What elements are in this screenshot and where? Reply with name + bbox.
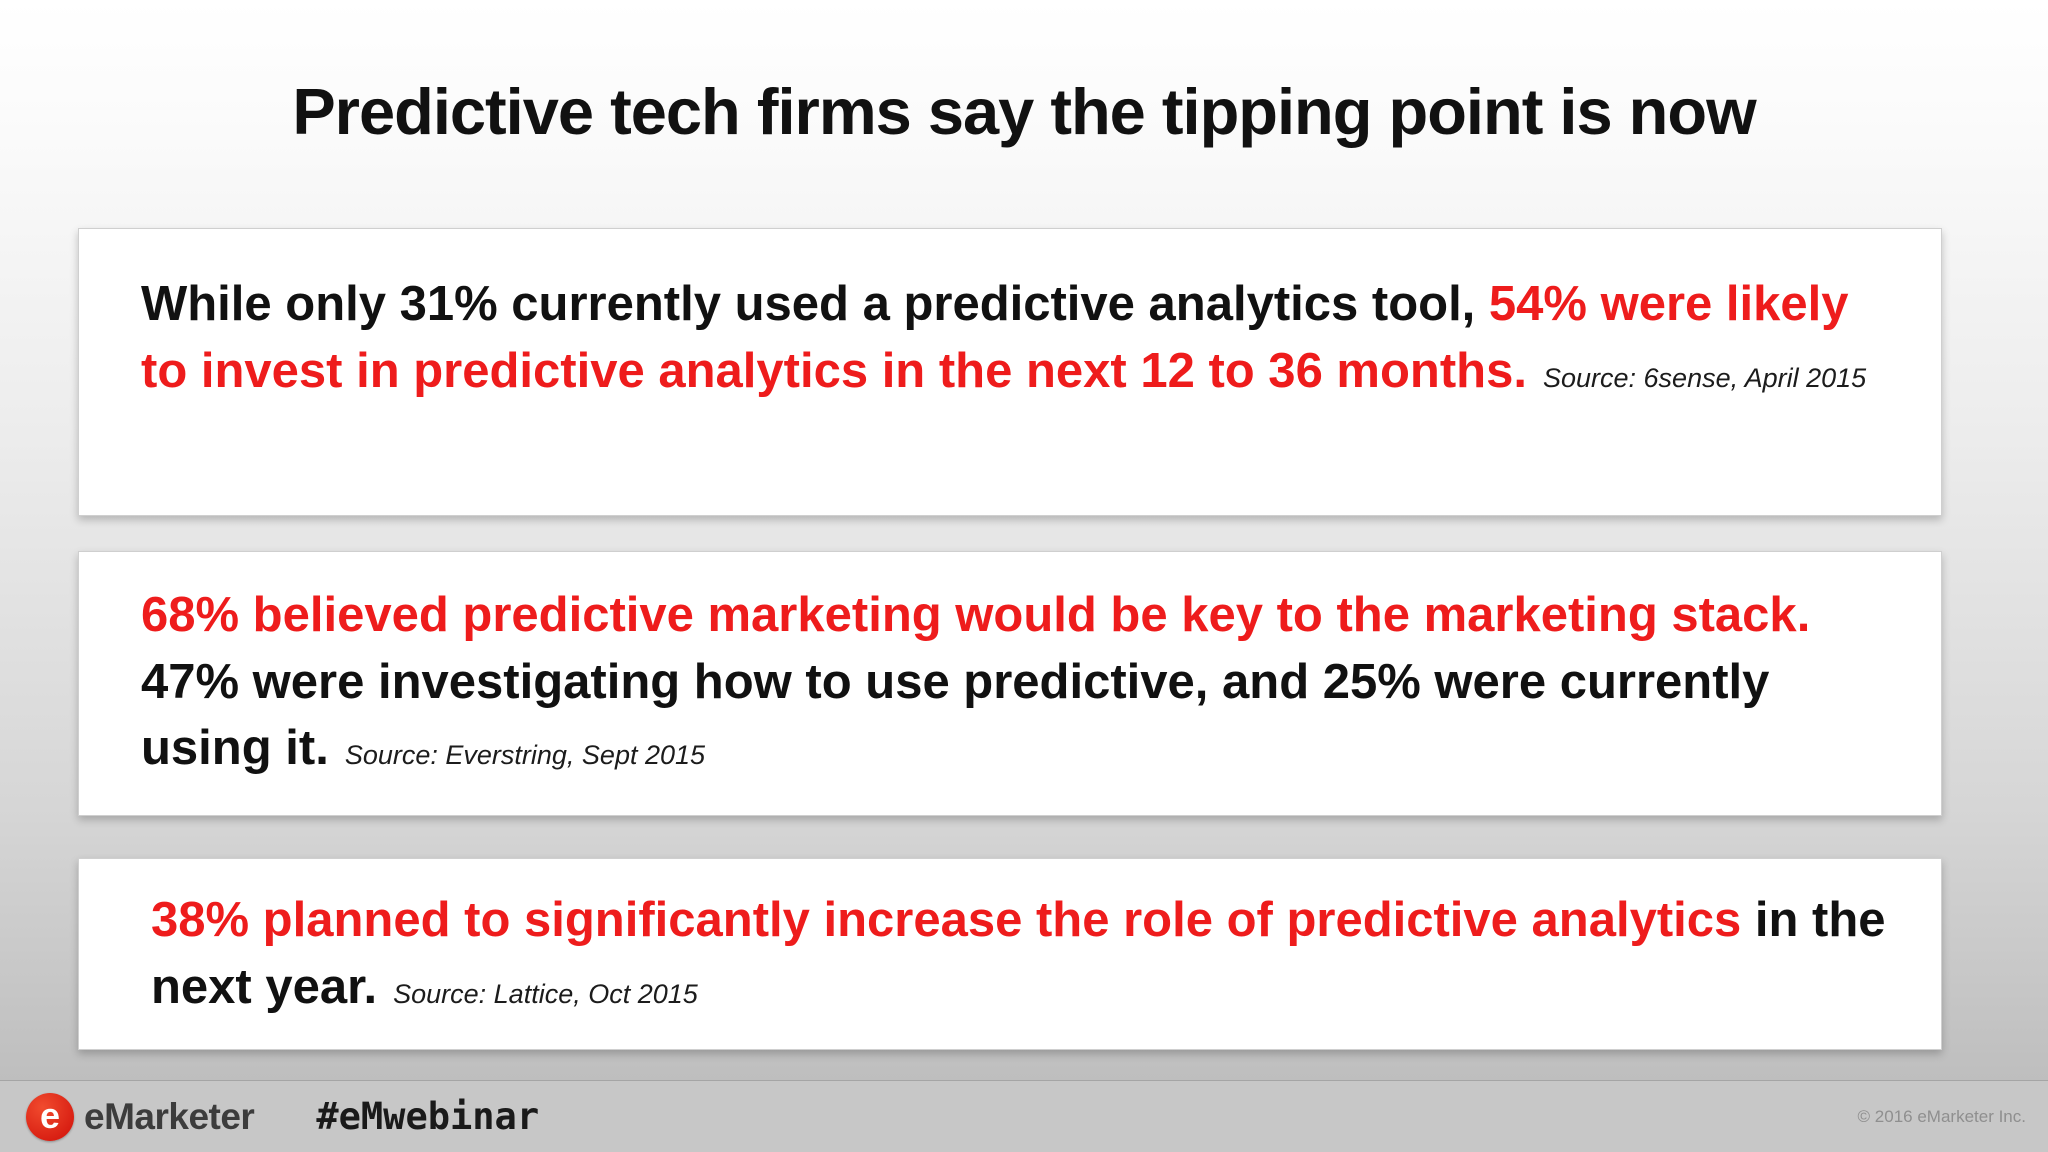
stat-card-lattice: 38% planned to significantly increase th…: [78, 858, 1942, 1050]
stat-segment-plain: 47% were investigating how to use predic…: [141, 654, 1770, 776]
emarketer-logo-glyph: e: [39, 1094, 61, 1136]
emarketer-logo: e eMarketer: [26, 1092, 255, 1141]
stat-text: 38% planned to significantly increase th…: [151, 887, 1886, 1020]
stat-card-everstring: 68% believed predictive marketing would …: [78, 551, 1942, 816]
copyright-text: © 2016 eMarketer Inc.: [1857, 1106, 2026, 1126]
stat-segment-plain: in the next year.: [151, 893, 1886, 1014]
source-citation: Source: 6sense, April 2015: [1542, 362, 1867, 393]
stat-segment-highlight: 54% were likely to invest in predictive …: [141, 277, 1849, 398]
emarketer-logo-icon: e: [26, 1092, 74, 1141]
source-citation: Source: Everstring, Sept 2015: [344, 740, 706, 771]
stat-segment-plain: While only 31% currently used a predicti…: [141, 277, 1489, 331]
source-citation: Source: Lattice, Oct 2015: [393, 978, 698, 1009]
footer-bar: e eMarketer #eMwebinar © 2016 eMarketer …: [0, 1080, 2048, 1152]
stat-text: 68% believed predictive marketing would …: [141, 582, 1886, 782]
slide-title: Predictive tech firms say the tipping po…: [292, 75, 1756, 148]
webinar-hashtag: #eMwebinar: [316, 1095, 540, 1138]
emarketer-logo-text: eMarketer: [84, 1095, 255, 1137]
stat-segment-highlight: 38% planned to significantly increase th…: [151, 893, 1755, 947]
stat-segment-highlight: 68% believed predictive marketing would …: [141, 588, 1811, 642]
stat-text: While only 31% currently used a predicti…: [141, 271, 1881, 404]
stat-card-6sense: While only 31% currently used a predicti…: [78, 228, 1942, 516]
